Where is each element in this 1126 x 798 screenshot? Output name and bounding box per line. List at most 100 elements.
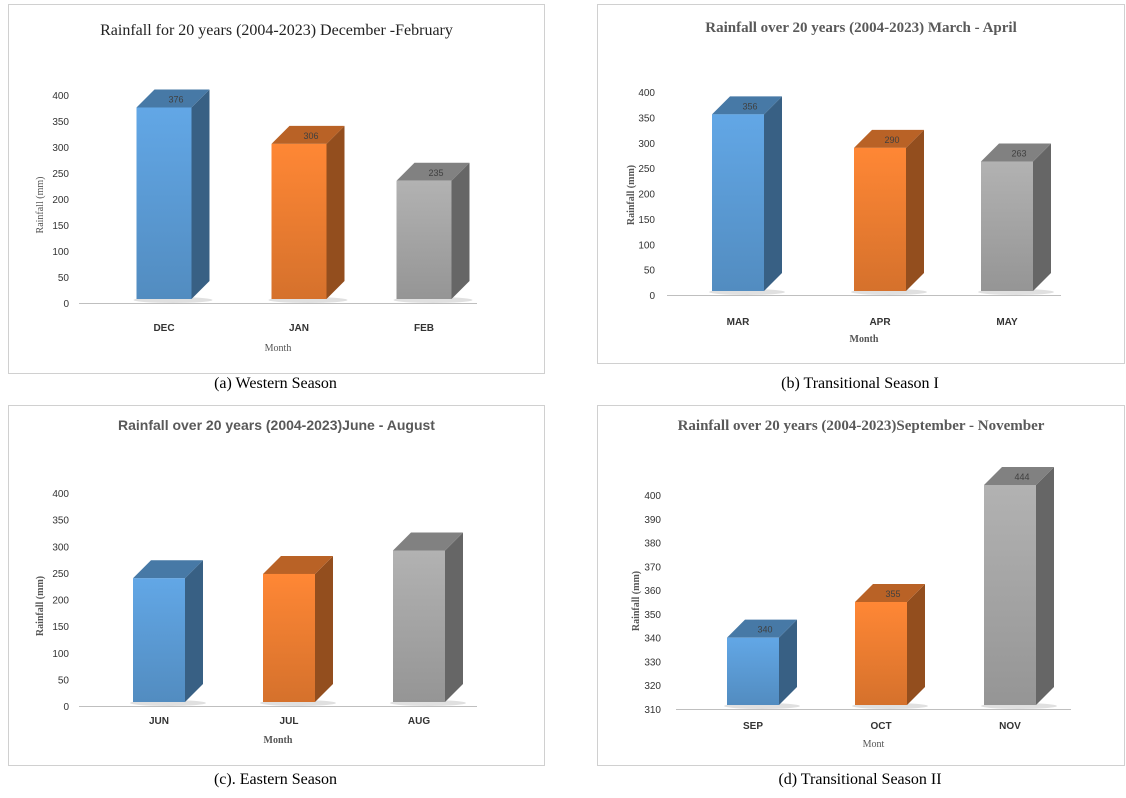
data-label: 235 xyxy=(428,168,443,178)
bar-side-apr xyxy=(906,129,924,291)
category-label: AUG xyxy=(408,716,430,727)
bar-top-mar xyxy=(712,96,782,115)
bar-feb xyxy=(396,180,452,299)
bar-may xyxy=(981,161,1033,291)
y-tick-label: 200 xyxy=(52,596,69,607)
y-tick-label: 0 xyxy=(63,299,69,310)
data-label: 290 xyxy=(884,135,899,145)
category-label: SEP xyxy=(743,721,763,732)
y-tick-label: 200 xyxy=(638,190,655,201)
bar-side-dec xyxy=(191,89,210,299)
bar-side-mar xyxy=(764,96,782,291)
y-tick-label: 400 xyxy=(638,88,655,99)
bar-side-jul xyxy=(315,555,333,702)
category-label: MAY xyxy=(996,317,1018,328)
bar-top-apr xyxy=(854,129,924,148)
y-tick-label: 380 xyxy=(644,539,661,550)
category-label: NOV xyxy=(999,721,1021,732)
x-axis-label: Month xyxy=(850,334,879,345)
y-tick-label: 370 xyxy=(644,562,661,573)
data-label: 444 xyxy=(1014,472,1029,482)
bar-top-jul xyxy=(263,555,333,574)
x-axis-label: Mont xyxy=(863,739,885,750)
y-tick-label: 150 xyxy=(638,215,655,226)
category-label: JUN xyxy=(149,716,169,727)
chart-title: Rainfall over 20 years (2004-2023)June -… xyxy=(118,417,435,433)
category-label: OCT xyxy=(870,721,891,732)
y-tick-label: 350 xyxy=(52,117,69,128)
y-tick-label: 0 xyxy=(649,291,655,302)
y-tick-label: 310 xyxy=(644,705,661,716)
y-tick-label: 0 xyxy=(63,702,69,713)
bar-oct xyxy=(855,602,907,705)
caption-eastern: (c). Eastern Season xyxy=(213,771,338,788)
y-tick-label: 330 xyxy=(644,657,661,668)
y-tick-label: 100 xyxy=(638,240,655,251)
y-tick-label: 400 xyxy=(52,489,69,500)
chart-panel-eastern: Rainfall over 20 years (2004-2023)June -… xyxy=(8,405,545,766)
y-tick-label: 400 xyxy=(52,91,69,102)
y-tick-label: 300 xyxy=(52,542,69,553)
y-tick-label: 50 xyxy=(58,273,70,284)
chart-panel-western: Rainfall for 20 years (2004-2023) Decemb… xyxy=(8,4,545,374)
chart-title: Rainfall for 20 years (2004-2023) Decemb… xyxy=(100,22,453,39)
y-tick-label: 200 xyxy=(52,195,69,206)
y-tick-label: 350 xyxy=(644,610,661,621)
category-label: JUL xyxy=(280,716,299,727)
chart-svg-transitional-2: Rainfall over 20 years (2004-2023)Septem… xyxy=(631,418,1071,750)
y-tick-label: 100 xyxy=(52,247,69,258)
bar-top-feb xyxy=(396,162,470,181)
y-tick-label: 150 xyxy=(52,221,69,232)
bar-top-sep xyxy=(727,619,797,638)
bar-mar xyxy=(712,114,764,291)
data-label: 355 xyxy=(885,589,900,599)
bar-top-nov xyxy=(984,467,1054,485)
bar-jul xyxy=(263,573,315,702)
y-tick-label: 340 xyxy=(644,634,661,645)
data-label: 263 xyxy=(1011,149,1026,159)
bar-side-jan xyxy=(326,125,345,299)
category-label: APR xyxy=(869,317,891,328)
chart-title: Rainfall over 20 years (2004-2023)Septem… xyxy=(678,418,1045,434)
y-tick-label: 300 xyxy=(52,143,69,154)
y-axis-label: Rainfall (mm) xyxy=(631,571,642,631)
caption-transitional-2: (d) Transitional Season II xyxy=(778,771,942,788)
bar-top-jan xyxy=(271,125,345,144)
x-axis-label: Month xyxy=(265,343,292,354)
bar-top-jun xyxy=(133,560,203,579)
y-tick-label: 150 xyxy=(52,622,69,633)
y-axis-label: Rainfall (mm) xyxy=(35,576,46,636)
y-tick-label: 250 xyxy=(638,164,655,175)
y-tick-label: 390 xyxy=(644,515,661,526)
caption-transitional-1: (b) Transitional Season I xyxy=(781,375,939,392)
bar-apr xyxy=(854,147,906,291)
bar-side-nov xyxy=(1036,467,1054,705)
bar-sep xyxy=(727,637,779,705)
y-tick-label: 320 xyxy=(644,681,661,692)
y-tick-label: 360 xyxy=(644,586,661,597)
bar-side-sep xyxy=(779,619,797,705)
y-tick-label: 400 xyxy=(644,491,661,502)
y-tick-label: 50 xyxy=(58,675,70,686)
caption-western: (a) Western Season xyxy=(214,375,337,392)
bar-top-oct xyxy=(855,584,925,602)
chart-svg-eastern: Rainfall over 20 years (2004-2023)June -… xyxy=(35,417,477,746)
bar-nov xyxy=(984,485,1036,705)
category-label: MAR xyxy=(727,317,751,328)
data-label: 340 xyxy=(757,625,772,635)
category-label: DEC xyxy=(153,323,174,334)
bar-top-aug xyxy=(393,532,463,551)
y-tick-label: 350 xyxy=(52,516,69,527)
y-tick-label: 250 xyxy=(52,569,69,580)
data-label: 376 xyxy=(168,94,183,104)
bar-side-oct xyxy=(907,584,925,705)
y-axis-label: Rainfall (mm) xyxy=(35,177,46,234)
y-tick-label: 300 xyxy=(638,139,655,150)
bar-side-aug xyxy=(445,532,463,702)
chart-title: Rainfall over 20 years (2004-2023) March… xyxy=(705,20,1016,36)
bar-side-feb xyxy=(451,162,470,299)
bar-top-may xyxy=(981,143,1051,162)
bar-aug xyxy=(393,550,445,702)
bar-jan xyxy=(271,143,327,299)
category-label: JAN xyxy=(289,323,309,334)
